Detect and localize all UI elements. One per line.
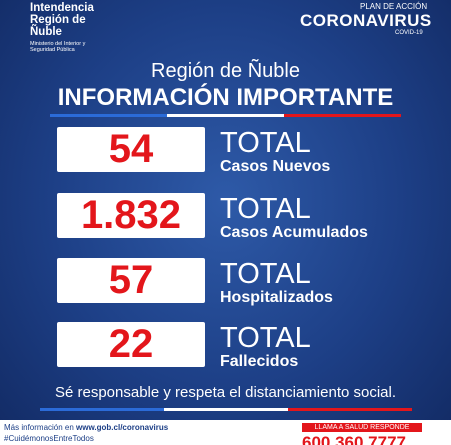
flag-stripe: [288, 408, 412, 411]
campaign: CORONAVIRUS: [300, 11, 432, 30]
stat-total: TOTAL: [220, 193, 311, 225]
hotline-label: LLAMA A SALUD RESPONDE: [302, 423, 422, 432]
covid-label: COVID-19: [395, 30, 423, 36]
hotline: 600 360 7777: [302, 433, 406, 445]
stat-label: Casos Acumulados: [220, 224, 368, 241]
org-line: Región de: [30, 14, 86, 26]
info: Más información en www.gob.cl/coronaviru…: [4, 423, 168, 432]
plan-label: PLAN DE ACCIÓN: [360, 2, 428, 11]
flag-stripe: [284, 114, 401, 117]
ministry-line: Ministerio del Interior y: [30, 41, 86, 47]
org-line: Intendencia: [30, 2, 94, 14]
stat-value: 22: [57, 322, 205, 367]
stat-total: TOTAL: [220, 322, 311, 354]
stat-value: 1.832: [57, 193, 205, 238]
flag-stripe: [167, 114, 284, 117]
org-name: Intendencia Región de Ñuble: [30, 2, 94, 38]
stat-label: Fallecidos: [220, 353, 299, 370]
flag-stripe: [40, 408, 164, 411]
region-title: Región de Ñuble: [151, 60, 300, 82]
stat-total: TOTAL: [220, 127, 311, 159]
info-url: www.gob.cl/coronavirus: [76, 423, 169, 432]
stat-label: Casos Nuevos: [220, 158, 331, 175]
ministry-line: Seguridad Pública: [30, 47, 75, 53]
headline: INFORMACIÓN IMPORTANTE: [57, 84, 394, 111]
stat-label: Hospitalizados: [220, 289, 333, 306]
tagline: Sé responsable y respeta el distanciamie…: [54, 384, 397, 401]
ministry: Ministerio del Interior y Seguridad Públ…: [30, 41, 85, 53]
stat-total: TOTAL: [220, 258, 311, 290]
org-line: Ñuble: [30, 26, 62, 38]
footer: Más información en www.gob.cl/coronaviru…: [0, 420, 451, 445]
stat-value: 54: [57, 127, 205, 172]
flag-stripe: [164, 408, 288, 411]
stat-value: 57: [57, 258, 205, 303]
hashtag: #CuidémonosEntreTodos: [4, 434, 94, 443]
flag-stripe: [50, 114, 167, 117]
info-prefix: Más información en: [4, 423, 74, 432]
